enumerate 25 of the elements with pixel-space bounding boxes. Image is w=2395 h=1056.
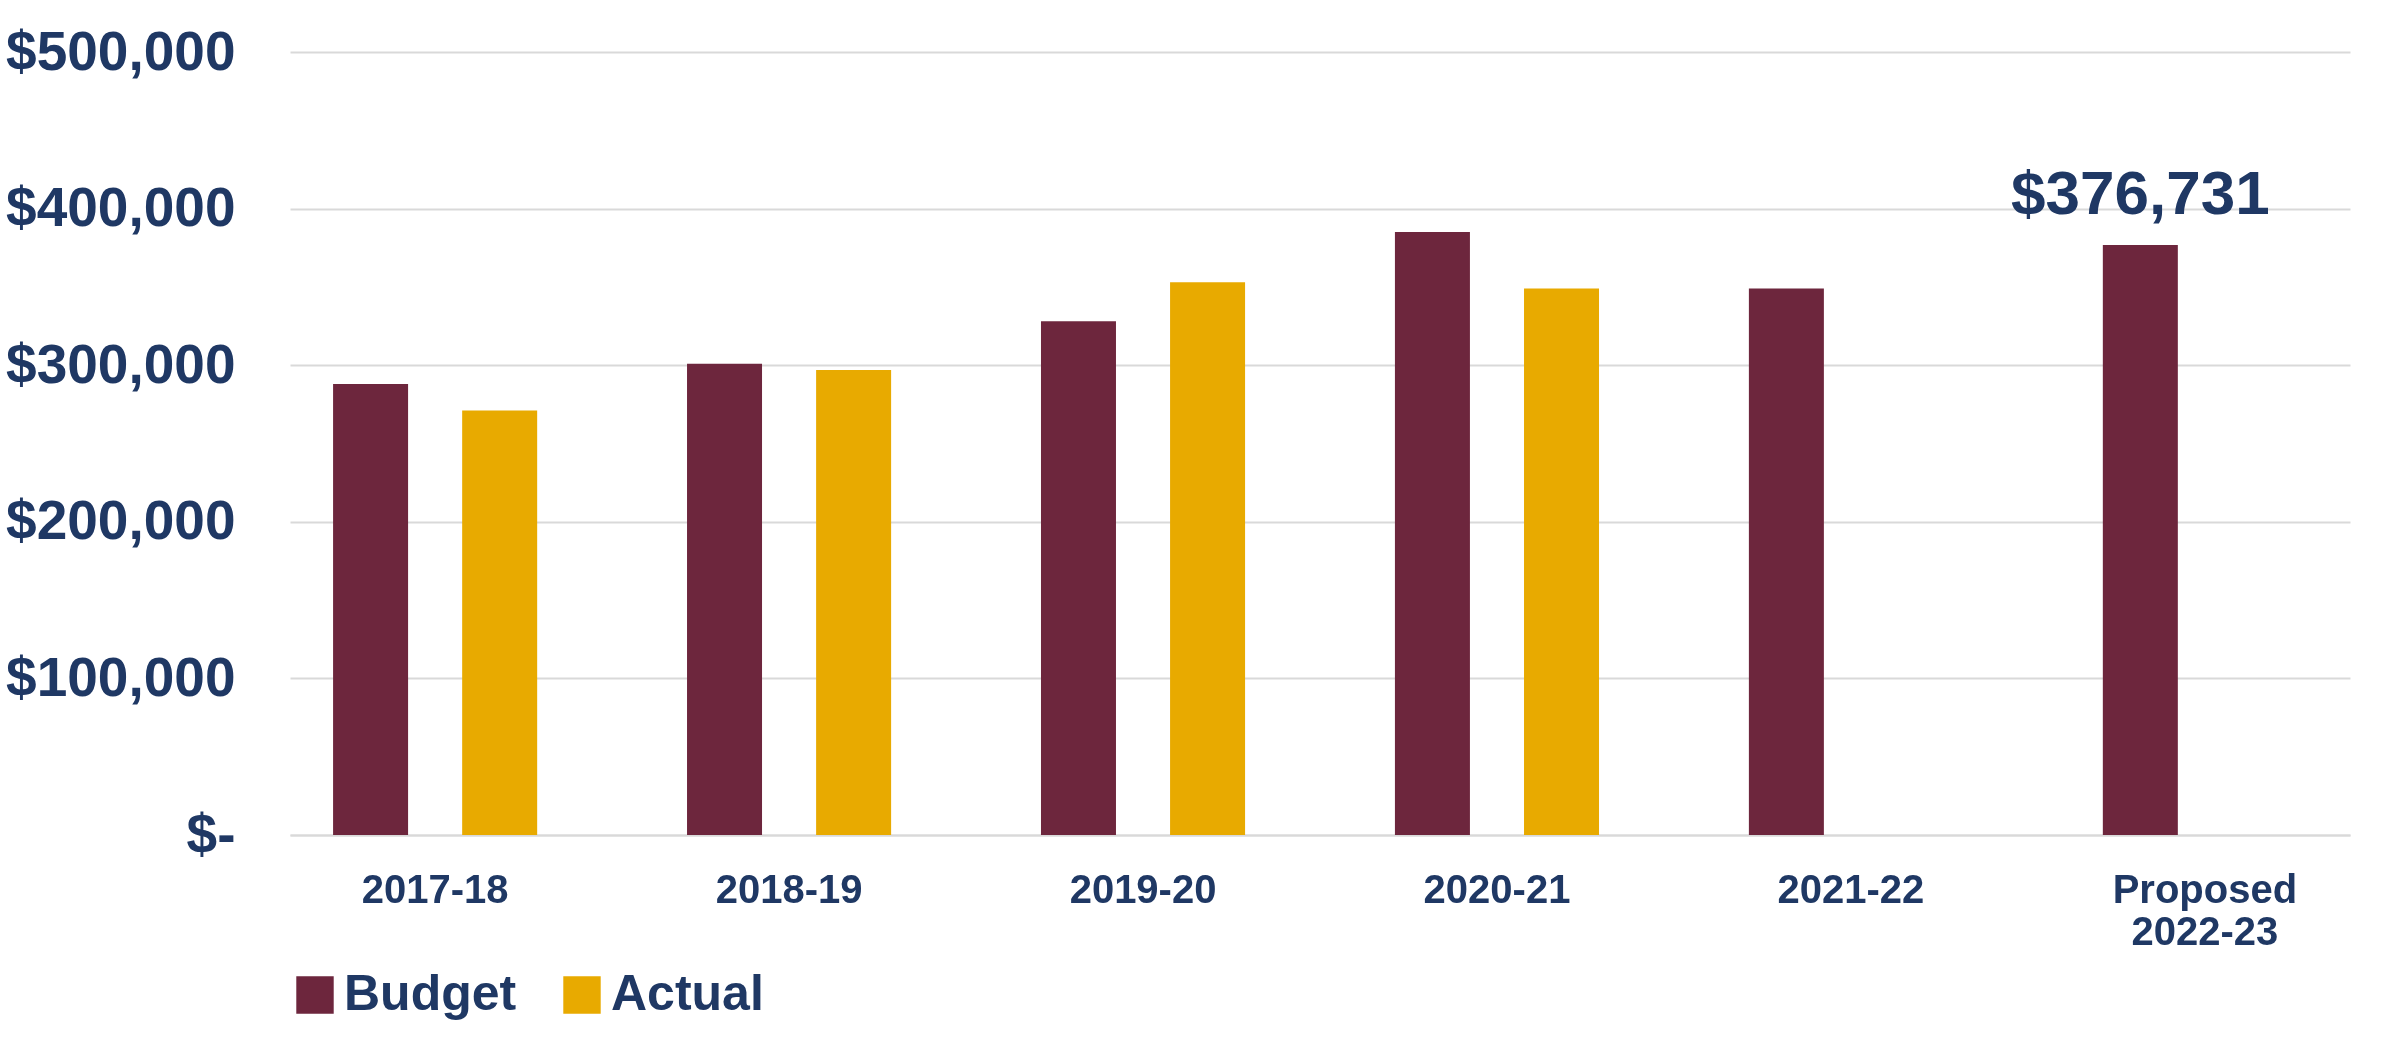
legend-label: Budget <box>344 965 517 1021</box>
y-tick-label: $- <box>186 802 236 865</box>
x-tick-label: 2021-22 <box>1777 866 1925 911</box>
bar <box>1748 288 1824 835</box>
x-tick-label: 2017-18 <box>361 866 509 911</box>
x-tick-label: Proposed 2022-23 <box>2112 866 2298 953</box>
bar <box>2102 245 2178 835</box>
x-tick-label: 2018-19 <box>715 866 863 911</box>
bar <box>687 363 763 835</box>
y-tick-label: $100,000 <box>6 645 236 708</box>
bar <box>1170 282 1246 835</box>
bar <box>462 410 538 835</box>
legend-label: Actual <box>611 965 764 1021</box>
y-tick-label: $500,000 <box>6 19 236 82</box>
bar <box>1394 232 1470 835</box>
bar <box>333 383 409 835</box>
y-tick-label: $200,000 <box>6 489 236 552</box>
x-tick-label: 2020-21 <box>1423 866 1571 911</box>
x-tick-label: 2019-20 <box>1069 866 1217 911</box>
y-tick-label: $400,000 <box>6 176 236 239</box>
y-tick-label: $300,000 <box>6 332 236 395</box>
bar <box>1524 288 1600 835</box>
bar <box>1040 321 1116 835</box>
bar <box>816 369 892 835</box>
data-label: $376,731 <box>2011 158 2270 228</box>
